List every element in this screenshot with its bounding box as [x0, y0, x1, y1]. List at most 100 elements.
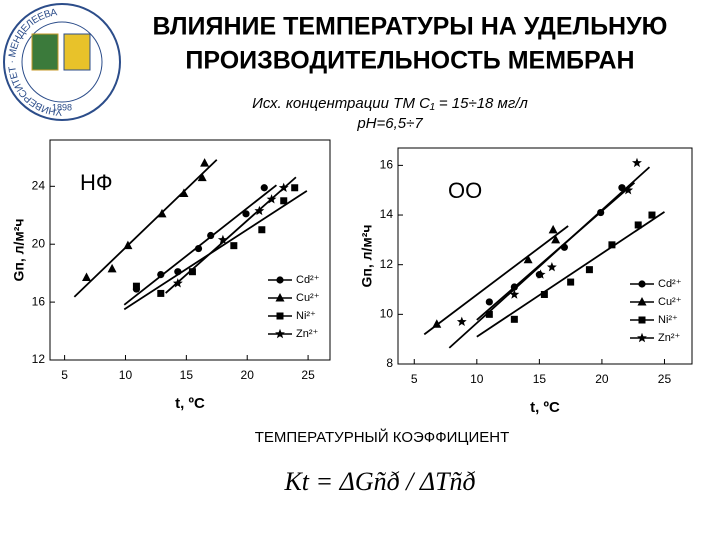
point [132, 282, 140, 290]
x-tick-label: 20 [595, 372, 609, 386]
logo: УНИВЕРСИТЕТ · МЕНДЕЛЕЕВА 1898 [3, 3, 121, 121]
point [254, 205, 265, 216]
footer-heading: ТЕМПЕРАТУРНЫЙ КОЭФФИЦИЕНТ [255, 428, 510, 446]
point [82, 272, 92, 281]
point [179, 188, 189, 198]
y-tick-label: 14 [380, 207, 394, 221]
trend-line [123, 184, 277, 306]
point [107, 263, 117, 273]
trend-line [73, 159, 218, 298]
point [551, 234, 561, 244]
plot-frame [49, 139, 331, 361]
point [567, 278, 575, 286]
point [510, 283, 518, 291]
point [157, 271, 165, 279]
y-tick-label: 16 [32, 294, 46, 308]
x-tick-label: 5 [411, 372, 418, 386]
subtitle-line: pH=6,5÷7 [356, 115, 423, 132]
chart-title: ОО [448, 178, 482, 203]
y-axis-label: Gп, л/м²ч [359, 224, 375, 287]
point [230, 242, 238, 250]
y-axis-label: Gп, л/м²ч [11, 218, 27, 281]
legend-marker [276, 312, 284, 320]
point [157, 289, 165, 297]
point [509, 289, 520, 299]
legend-label: Ni²⁺ [296, 310, 316, 322]
point [278, 182, 289, 192]
y-tick-label: 10 [380, 307, 394, 321]
legend-marker [638, 316, 646, 324]
title-line: ПРОИЗВОДИТЕЛЬНОСТЬ МЕМБРАН [185, 47, 634, 75]
legend-label: Ni²⁺ [658, 314, 678, 326]
point [632, 157, 642, 168]
point [432, 319, 442, 328]
x-tick-label: 15 [180, 368, 194, 382]
trend-line [123, 190, 308, 311]
y-tick-label: 24 [32, 178, 46, 192]
legend-marker [638, 280, 646, 288]
legend-marker [637, 332, 647, 343]
logo-year: 1898 [52, 102, 72, 112]
x-tick-label: 10 [470, 372, 484, 386]
point [266, 194, 277, 204]
legend-marker [276, 276, 284, 284]
point [456, 316, 467, 326]
point [585, 266, 593, 274]
point [242, 210, 250, 218]
point [123, 240, 133, 250]
point [200, 158, 210, 167]
x-tick-label: 25 [658, 372, 672, 386]
legend-label: Cu²⁺ [658, 296, 682, 308]
point [157, 208, 167, 218]
point [260, 184, 268, 192]
point [510, 315, 518, 323]
point [217, 234, 228, 245]
x-axis-label: t, ºC [530, 399, 560, 416]
y-tick-label: 12 [380, 257, 394, 271]
formula: Kt = ΔGñð / ΔTñð [283, 467, 475, 496]
trend-line [165, 176, 297, 294]
title-line: ВЛИЯНИЕ ТЕМПЕРАТУРЫ НА УДЕЛЬНУЮ [153, 13, 668, 41]
point [548, 224, 558, 234]
y-tick-label: 20 [32, 236, 46, 250]
point [207, 231, 215, 240]
point [540, 290, 548, 298]
point [634, 221, 642, 229]
legend-marker [275, 328, 285, 339]
point [280, 197, 288, 205]
trend-line [476, 211, 665, 338]
legend-marker [637, 297, 647, 306]
y-tick-label: 12 [32, 352, 46, 366]
subtitle-line: Исх. концентрации ТМ C₁ = 15÷18 мг/л [252, 95, 528, 112]
legend-label: Zn²⁺ [296, 328, 319, 340]
legend-label: Zn²⁺ [658, 332, 681, 344]
x-tick-label: 20 [241, 368, 255, 382]
point [523, 254, 533, 264]
legend-label: Cu²⁺ [296, 292, 320, 304]
x-tick-label: 25 [301, 368, 315, 382]
point [258, 226, 266, 234]
legend-label: Cd²⁺ [296, 274, 320, 286]
y-tick-label: 16 [380, 158, 394, 172]
point [485, 298, 493, 306]
x-axis-label: t, ºC [175, 395, 205, 412]
point [291, 184, 299, 192]
point [608, 241, 616, 249]
x-tick-label: 5 [61, 368, 68, 382]
x-tick-label: 10 [119, 368, 133, 382]
logo-shield [63, 33, 91, 71]
y-tick-label: 8 [386, 356, 393, 370]
legend-marker [275, 293, 285, 302]
legend-label: Cd²⁺ [658, 278, 682, 290]
point [194, 244, 203, 253]
trend-line [423, 225, 569, 336]
point [485, 310, 493, 318]
plot-frame [397, 147, 693, 365]
point [197, 172, 207, 182]
point [546, 262, 557, 272]
point [648, 211, 656, 219]
trend-line [448, 166, 651, 349]
point [188, 268, 196, 276]
point [623, 185, 634, 195]
